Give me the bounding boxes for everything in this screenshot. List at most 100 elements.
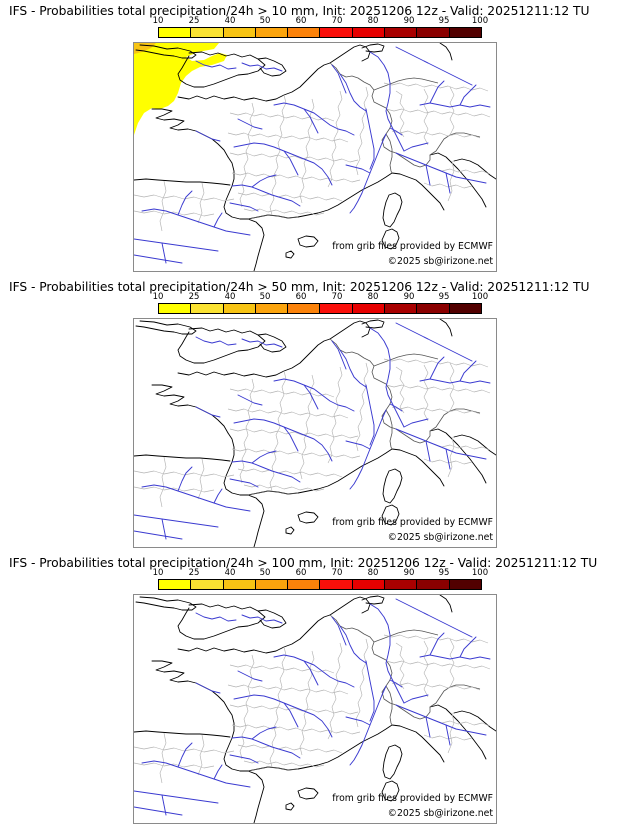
scale-tick-70: 70	[331, 568, 343, 578]
scale-tick-50: 50	[259, 16, 271, 26]
colour-scale-bar	[158, 303, 482, 314]
scale-tick-100: 100	[471, 568, 489, 578]
scale-tick-95: 95	[438, 16, 450, 26]
scale-tick-80: 80	[367, 292, 379, 302]
scale-tick-10: 10	[152, 292, 164, 302]
scale-segment-80	[352, 28, 386, 37]
scale-tick-60: 60	[295, 16, 307, 26]
scale-tick-40: 40	[224, 16, 236, 26]
scale-segment-50	[255, 28, 289, 37]
map-credit-source: from grib files provided by ECMWF	[332, 241, 493, 252]
panel-title: IFS - Probabilities total precipitation/…	[9, 280, 590, 294]
colour-scale-ticks: 10 25 40 50 60 70 80 90 95 100	[0, 568, 630, 580]
colour-scale-ticks: 10 25 40 50 60 70 80 90 95 100	[0, 292, 630, 304]
admin-borders	[134, 634, 491, 784]
colour-scale: 10 25 40 50 60 70 80 90 95 100	[0, 16, 630, 42]
scale-segment-10	[159, 580, 192, 589]
scale-segment-95	[417, 28, 450, 37]
scale-tick-25: 25	[188, 292, 200, 302]
scale-segment-95	[417, 304, 450, 313]
scale-segment-90	[385, 580, 418, 589]
scale-segment-40	[223, 580, 256, 589]
scale-segment-50	[255, 580, 289, 589]
scale-segment-10	[159, 28, 192, 37]
scale-tick-10: 10	[152, 568, 164, 578]
scale-tick-25: 25	[188, 568, 200, 578]
panel-title: IFS - Probabilities total precipitation/…	[9, 4, 590, 18]
map-credit-source: from grib files provided by ECMWF	[332, 517, 493, 528]
scale-tick-90: 90	[403, 292, 415, 302]
scale-tick-70: 70	[331, 16, 343, 26]
scale-segment-90	[385, 28, 418, 37]
map-canvas: from grib files provided by ECMWF ©2025 …	[134, 595, 496, 823]
scale-segment-60	[288, 304, 321, 313]
scale-segment-40	[223, 304, 256, 313]
map-graphic	[134, 319, 496, 547]
map-graphic	[134, 43, 496, 271]
rivers	[134, 46, 491, 264]
forecast-panel-50mm: IFS - Probabilities total precipitation/…	[0, 276, 630, 548]
admin-borders	[134, 358, 491, 508]
scale-segment-25	[191, 304, 224, 313]
map-panel-100mm[interactable]: from grib files provided by ECMWF ©2025 …	[133, 594, 497, 824]
scale-tick-80: 80	[367, 16, 379, 26]
colour-scale-ticks: 10 25 40 50 60 70 80 90 95 100	[0, 16, 630, 28]
scale-tick-40: 40	[224, 568, 236, 578]
colour-scale: 10 25 40 50 60 70 80 90 95 100	[0, 568, 630, 594]
scale-segment-25	[191, 28, 224, 37]
forecast-panel-100mm: IFS - Probabilities total precipitation/…	[0, 552, 630, 824]
scale-tick-25: 25	[188, 16, 200, 26]
admin-borders	[134, 82, 491, 232]
scale-segment-95	[417, 580, 450, 589]
scale-tick-60: 60	[295, 568, 307, 578]
scale-segment-70	[320, 580, 353, 589]
scale-segment-90	[385, 304, 418, 313]
map-credit-copyright: ©2025 sb@irizone.net	[387, 808, 493, 819]
coastlines	[134, 43, 496, 271]
scale-tick-95: 95	[438, 292, 450, 302]
map-graphic	[134, 595, 496, 823]
map-panel-50mm[interactable]: from grib files provided by ECMWF ©2025 …	[133, 318, 497, 548]
scale-segment-80	[352, 580, 386, 589]
map-canvas: from grib files provided by ECMWF ©2025 …	[134, 43, 496, 271]
scale-tick-100: 100	[471, 292, 489, 302]
scale-tick-95: 95	[438, 568, 450, 578]
scale-tick-90: 90	[403, 568, 415, 578]
scale-tick-50: 50	[259, 292, 271, 302]
scale-segment-100	[449, 28, 481, 37]
scale-tick-60: 60	[295, 292, 307, 302]
scale-segment-60	[288, 28, 321, 37]
coastlines	[134, 595, 496, 823]
forecast-panel-10mm: IFS - Probabilities total precipitation/…	[0, 0, 630, 272]
colour-scale-bar	[158, 579, 482, 590]
colour-scale: 10 25 40 50 60 70 80 90 95 100	[0, 292, 630, 318]
map-credit-copyright: ©2025 sb@irizone.net	[387, 532, 493, 543]
scale-tick-80: 80	[367, 568, 379, 578]
scale-segment-100	[449, 580, 481, 589]
panel-title: IFS - Probabilities total precipitation/…	[9, 556, 598, 570]
map-panel-10mm[interactable]: from grib files provided by ECMWF ©2025 …	[133, 42, 497, 272]
scale-tick-10: 10	[152, 16, 164, 26]
scale-tick-90: 90	[403, 16, 415, 26]
scale-segment-10	[159, 304, 192, 313]
scale-segment-70	[320, 304, 353, 313]
scale-segment-50	[255, 304, 289, 313]
scale-segment-80	[352, 304, 386, 313]
scale-tick-70: 70	[331, 292, 343, 302]
scale-segment-70	[320, 28, 353, 37]
rivers	[134, 322, 491, 540]
scale-tick-100: 100	[471, 16, 489, 26]
scale-tick-50: 50	[259, 568, 271, 578]
map-credit-copyright: ©2025 sb@irizone.net	[387, 256, 493, 267]
coastlines	[134, 319, 496, 547]
scale-tick-40: 40	[224, 292, 236, 302]
map-credit-source: from grib files provided by ECMWF	[332, 793, 493, 804]
rivers	[134, 598, 491, 816]
precip-probability-field	[134, 43, 227, 135]
scale-segment-100	[449, 304, 481, 313]
scale-segment-60	[288, 580, 321, 589]
colour-scale-bar	[158, 27, 482, 38]
map-canvas: from grib files provided by ECMWF ©2025 …	[134, 319, 496, 547]
scale-segment-25	[191, 580, 224, 589]
scale-segment-40	[223, 28, 256, 37]
